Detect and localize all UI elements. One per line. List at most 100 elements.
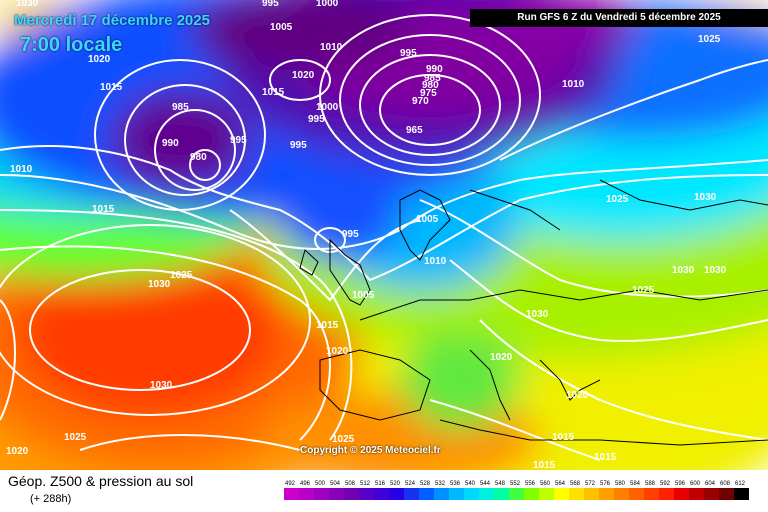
color-scale-label: 600 <box>690 481 701 487</box>
color-scale-swatch <box>479 488 494 500</box>
color-scale-swatch <box>494 488 509 500</box>
isobar-label: 1020 <box>6 446 29 457</box>
color-scale-swatch <box>719 488 734 500</box>
isobar-label: 1005 <box>416 214 439 225</box>
isobar-label: 1000 <box>316 102 339 113</box>
isobar-label: 1010 <box>562 79 585 90</box>
map-legend: Géop. Z500 & pression au sol (+ 288h) 49… <box>0 470 768 512</box>
isobar-label: 980 <box>422 80 439 91</box>
isobar-label: 990 <box>426 64 443 75</box>
isobar-label: 1010 <box>424 256 447 267</box>
isobar-label: 985 <box>172 102 189 113</box>
color-scale: 492 496 500 504 508 512 516 520 524 528 532 536 540 5… <box>284 481 749 500</box>
color-scale-label: 556 <box>525 481 536 487</box>
forecast-lead-time: (+ 288h) <box>30 493 72 505</box>
weather-map: 1030 995 1000 1005 1020 1015 1010 985 99… <box>0 0 768 470</box>
isobar-label: 1020 <box>292 70 315 81</box>
color-scale-swatch <box>359 488 374 500</box>
color-scale-swatch <box>509 488 524 500</box>
color-scale-label: 516 <box>375 481 386 487</box>
isobar-label: 1025 <box>698 34 721 45</box>
color-scale-label: 596 <box>675 481 686 487</box>
isobar-label: 1025 <box>64 432 87 443</box>
color-scale-label: 604 <box>705 481 716 487</box>
color-scale-swatch <box>284 488 299 500</box>
color-scale-label: 544 <box>480 481 491 487</box>
color-scale-swatch <box>524 488 539 500</box>
color-scale-swatch <box>689 488 704 500</box>
isobar-label: 1005 <box>352 290 375 301</box>
isobar-label: 1025 <box>332 434 355 445</box>
isobar-label: 1020 <box>88 54 111 65</box>
color-scale-label: 524 <box>405 481 416 487</box>
color-scale-label: 540 <box>465 481 476 487</box>
color-scale-label: 532 <box>435 481 446 487</box>
color-scale-label: 612 <box>735 481 746 487</box>
color-scale-swatch <box>389 488 404 500</box>
color-scale-label: 576 <box>600 481 611 487</box>
isobar-label: 1025 <box>606 194 629 205</box>
isobar-label: 1015 <box>594 452 617 463</box>
forecast-local-time: 7:00 locale <box>20 34 123 56</box>
color-scale-swatch <box>299 488 314 500</box>
color-scale-swatch <box>659 488 674 500</box>
color-scale-label: 580 <box>615 481 626 487</box>
isobar-label: 995 <box>290 140 307 151</box>
color-scale-swatch <box>704 488 719 500</box>
color-scale-label: 496 <box>300 481 311 487</box>
color-scale-swatch <box>584 488 599 500</box>
isobar-label: 1020 <box>566 390 589 401</box>
color-scale-label: 560 <box>540 481 551 487</box>
isobar-label: 1015 <box>552 432 575 443</box>
isobar-label: 1000 <box>316 0 339 9</box>
isobar-label: 975 <box>420 88 437 99</box>
isobar-label: 1030 <box>694 192 717 203</box>
color-scale-label: 608 <box>720 481 731 487</box>
legend-title: Géop. Z500 & pression au sol <box>8 473 194 489</box>
color-scale-label: 584 <box>630 481 641 487</box>
copyright-text: Copyright © 2025 Meteociel.fr <box>300 445 441 456</box>
model-run-info: Run GFS 6 Z du Vendredi 5 décembre 2025 <box>470 9 768 27</box>
color-scale-label: 528 <box>420 481 431 487</box>
isobar-label: 995 <box>342 229 359 240</box>
color-scale-label: 592 <box>660 481 671 487</box>
isobar-label: 1005 <box>270 22 293 33</box>
isobar-label: 970 <box>412 96 429 107</box>
color-scale-swatch <box>644 488 659 500</box>
color-scale-swatch <box>629 488 644 500</box>
color-scale-label: 564 <box>555 481 566 487</box>
color-scale-swatch <box>614 488 629 500</box>
isobar-label: 1030 <box>150 380 173 391</box>
color-scale-swatch <box>464 488 479 500</box>
isobar-label: 1015 <box>92 204 115 215</box>
isobar-label: 1030 <box>672 265 695 276</box>
isobar-label: 1020 <box>490 352 513 363</box>
color-scale-label: 568 <box>570 481 581 487</box>
color-scale-label: 536 <box>450 481 461 487</box>
isobar-label: 1025 <box>632 285 655 296</box>
color-scale-label: 492 <box>285 481 296 487</box>
color-scale-label: 508 <box>345 481 356 487</box>
color-scale-swatch <box>569 488 584 500</box>
isobar-label: 1010 <box>10 164 33 175</box>
isobar-label: 995 <box>230 135 247 146</box>
color-scale-label: 588 <box>645 481 656 487</box>
isobar-label: 995 <box>262 0 279 9</box>
color-scale-swatch <box>314 488 329 500</box>
color-scale-swatch <box>374 488 389 500</box>
color-scale-swatch <box>554 488 569 500</box>
color-scale-label: 572 <box>585 481 596 487</box>
color-scale-swatch <box>734 488 749 500</box>
color-scale-swatch <box>434 488 449 500</box>
isobar-label: 1010 <box>320 42 343 53</box>
isobar-label: 1015 <box>533 460 556 470</box>
isobar-label: 985 <box>424 73 441 84</box>
color-scale-swatch <box>404 488 419 500</box>
color-scale-swatch <box>344 488 359 500</box>
isobar-label: 995 <box>308 114 325 125</box>
geopotential-field <box>0 0 768 470</box>
color-scale-label: 548 <box>495 481 506 487</box>
color-scale-swatch <box>539 488 554 500</box>
isobar-label: 1025 <box>170 270 193 281</box>
isobar-label: 990 <box>162 138 179 149</box>
